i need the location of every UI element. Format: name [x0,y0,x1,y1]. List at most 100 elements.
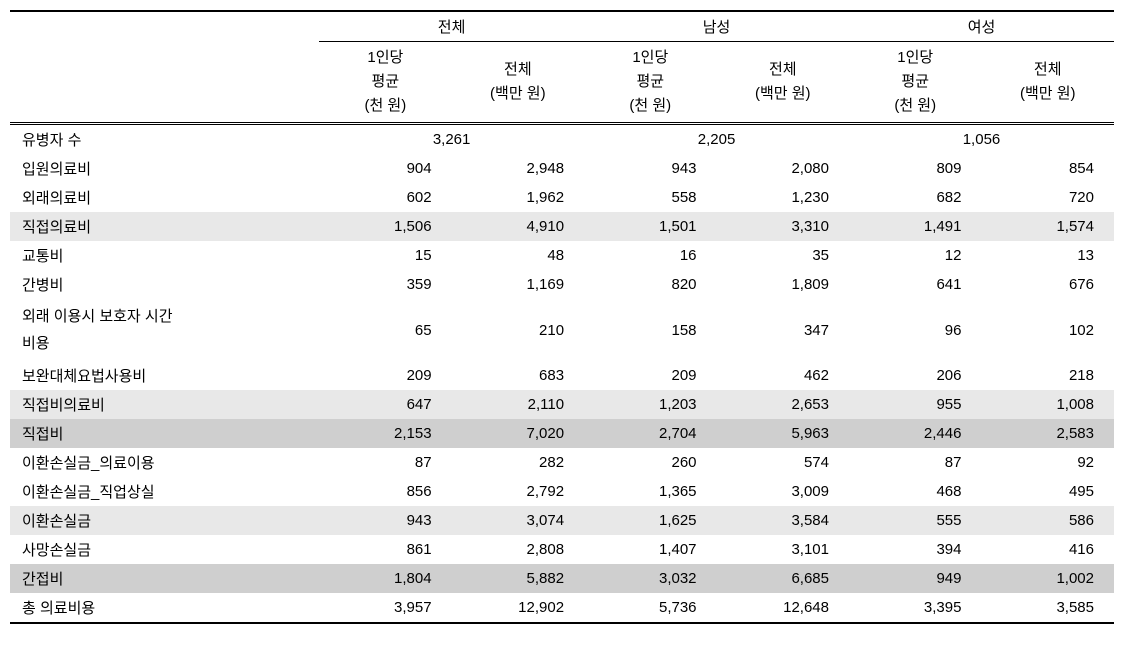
cell-value: 1,491 [849,212,981,241]
cell-value: 3,584 [717,506,849,535]
cell-value: 1,804 [319,564,451,593]
cell-value: 904 [319,154,451,183]
header-blank [10,11,319,124]
cell-value: 260 [584,448,716,477]
header-group-total: 전체 [319,11,584,42]
table-row: 이환손실금9433,0741,6253,584555586 [10,506,1114,535]
cell-value: 468 [849,477,981,506]
header-text: (백만 원) [1020,85,1076,102]
cost-table: 전체 남성 여성 1인당 평균 (천 원) 전체 (백만 원) 1인당 평균 (… [10,10,1114,624]
header-text: 평균 [901,73,929,90]
table-row: 총 의료비용3,95712,9025,73612,6483,3953,585 [10,593,1114,623]
cell-value: 3,261 [319,124,584,155]
cell-value: 282 [452,448,584,477]
cell-value: 720 [981,183,1114,212]
cell-value: 210 [452,299,584,361]
header-sub-total-1: 전체 (백만 원) [452,42,584,124]
cell-value: 820 [584,270,716,299]
table-row: 보완대체요법사용비209683209462206218 [10,361,1114,390]
cell-value: 15 [319,241,451,270]
cell-value: 2,205 [584,124,849,155]
cell-value: 2,110 [452,390,584,419]
cell-value: 394 [849,535,981,564]
cell-value: 3,957 [319,593,451,623]
cell-value: 1,203 [584,390,716,419]
header-text: 평균 [636,73,664,90]
cell-value: 683 [452,361,584,390]
row-label: 직접비의료비 [10,390,319,419]
header-text: (천 원) [894,97,936,114]
cell-value: 5,963 [717,419,849,448]
cell-value: 1,169 [452,270,584,299]
cell-value: 87 [319,448,451,477]
table-row: 입원의료비9042,9489432,080809854 [10,154,1114,183]
cell-value: 856 [319,477,451,506]
header-text: (백만 원) [755,85,811,102]
cell-value: 48 [452,241,584,270]
cell-value: 13 [981,241,1114,270]
cell-value: 861 [319,535,451,564]
header-sub-total-3: 전체 (백만 원) [981,42,1114,124]
cell-value: 6,685 [717,564,849,593]
cell-value: 2,808 [452,535,584,564]
table-row: 사망손실금8612,8081,4073,101394416 [10,535,1114,564]
header-text: (천 원) [629,97,671,114]
cell-value: 3,032 [584,564,716,593]
cell-value: 809 [849,154,981,183]
cell-value: 1,809 [717,270,849,299]
header-text: (천 원) [364,97,406,114]
row-label: 이환손실금_직업상실 [10,477,319,506]
cell-value: 7,020 [452,419,584,448]
cell-value: 65 [319,299,451,361]
cell-value: 943 [319,506,451,535]
header-text: 평균 [372,73,400,90]
cell-value: 955 [849,390,981,419]
cell-value: 2,153 [319,419,451,448]
cell-value: 1,962 [452,183,584,212]
cell-value: 92 [981,448,1114,477]
cell-value: 1,574 [981,212,1114,241]
header-sub-per-person-2: 1인당 평균 (천 원) [584,42,716,124]
table-row: 직접비2,1537,0202,7045,9632,4462,583 [10,419,1114,448]
cell-value: 1,056 [849,124,1114,155]
cell-value: 2,948 [452,154,584,183]
cell-value: 462 [717,361,849,390]
cell-value: 2,653 [717,390,849,419]
row-label: 사망손실금 [10,535,319,564]
table-row: 유병자 수3,2612,2051,056 [10,124,1114,155]
row-label: 이환손실금 [10,506,319,535]
header-group-female: 여성 [849,11,1114,42]
cell-value: 1,506 [319,212,451,241]
row-label: 교통비 [10,241,319,270]
cell-value: 2,080 [717,154,849,183]
cell-value: 1,407 [584,535,716,564]
cell-value: 2,704 [584,419,716,448]
cell-value: 3,310 [717,212,849,241]
cell-value: 1,008 [981,390,1114,419]
header-text: 1인당 [897,49,933,66]
table-row: 교통비154816351213 [10,241,1114,270]
table-body: 유병자 수3,2612,2051,056입원의료비9042,9489432,08… [10,124,1114,624]
cell-value: 2,583 [981,419,1114,448]
cell-value: 416 [981,535,1114,564]
cell-value: 1,501 [584,212,716,241]
cell-value: 359 [319,270,451,299]
header-text: 전체 [1034,61,1062,78]
cell-value: 647 [319,390,451,419]
table-row: 외래 이용시 보호자 시간비용6521015834796102 [10,299,1114,361]
header-text: 전체 [504,61,532,78]
cell-value: 5,882 [452,564,584,593]
cell-value: 96 [849,299,981,361]
cell-value: 943 [584,154,716,183]
row-label: 외래 이용시 보호자 시간비용 [10,299,319,361]
row-label: 이환손실금_의료이용 [10,448,319,477]
cell-value: 1,625 [584,506,716,535]
cell-value: 495 [981,477,1114,506]
header-text: 전체 [769,61,797,78]
cell-value: 206 [849,361,981,390]
table-row: 외래의료비6021,9625581,230682720 [10,183,1114,212]
cell-value: 676 [981,270,1114,299]
cell-value: 574 [717,448,849,477]
header-text: (백만 원) [490,85,546,102]
cell-value: 87 [849,448,981,477]
